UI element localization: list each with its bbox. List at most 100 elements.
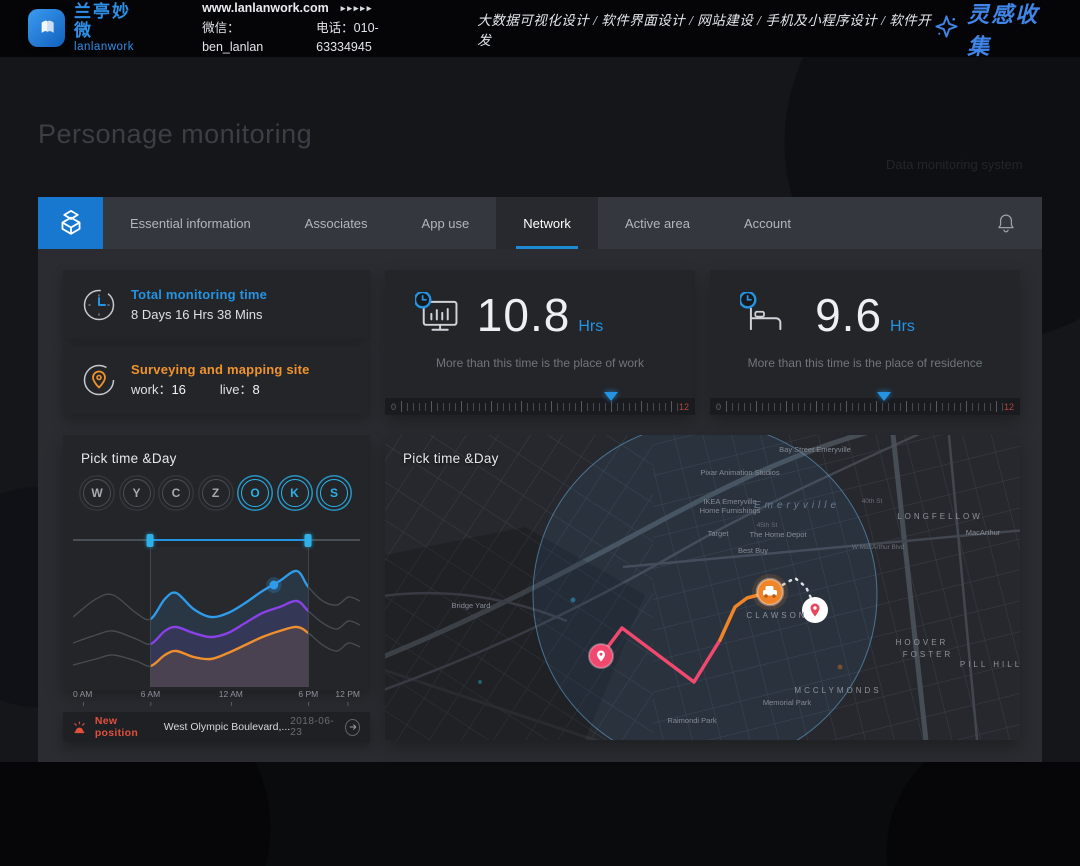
brand[interactable]: 兰亭妙微 lanlanwork [28,3,148,53]
geofence-circle [532,435,878,740]
map-label: IKEA Emeryville [703,497,756,506]
monitoring-title: Total monitoring time [131,287,268,303]
map-label: Best Buy [738,546,768,555]
work-scale: 0 12 [385,398,695,415]
summary-card: Total monitoring time 8 Days 16 Hrs 38 M… [63,270,370,415]
chart-x-axis: 0 AM 6 AM 12 AM 6 PM 12 PM [73,689,360,706]
residence-scale-marker[interactable] [876,392,891,401]
survey-values: work：16 live：8 [131,381,260,397]
workstation-clock-icon [413,290,463,343]
alert-open-button[interactable] [345,718,361,736]
tab-list: Essential information Associates App use Ne… [103,197,818,249]
map-label: MacArthur [966,528,1001,537]
watermark-text: Data monitoring system [886,157,1023,172]
brand-name-en: lanlanwork [74,40,134,53]
chart-point-marker [269,580,279,590]
day-button-s[interactable]: S [320,479,348,507]
x-tick-label: 12 AM [218,689,243,706]
x-tick-label: 12 PM [335,689,360,706]
wave-purple [150,599,309,646]
website-link[interactable]: www.lanlanwork.com [202,1,329,16]
map-label: Pixar Animation Studios [700,468,779,477]
slider-handle-start[interactable] [146,534,154,547]
lanlanwork-logo-icon [28,9,66,48]
scale-min: 0 [716,402,722,412]
alert-label: New position [94,715,139,739]
clock-icon [83,289,115,321]
vehicle-marker[interactable] [752,574,788,610]
day-button-z[interactable]: Z [201,479,230,507]
slider-handle-end[interactable] [304,534,312,547]
scale-min: 0 [391,402,397,412]
brand-name-cn: 兰亭妙微 [74,2,132,41]
tab-associates[interactable]: Associates [304,215,368,231]
map-label: HOOVER [896,638,949,647]
route-walk [599,626,722,684]
chart-title: Pick time &Day [81,451,177,466]
survey-sites-row: Surveying and mapping site work：16 live：8 [63,345,370,415]
residence-hours-card: 9.6 Hrs More than this time is the place … [710,270,1020,415]
residence-scale: 0 12 [710,398,1020,415]
wechat-label: 微信：ben_lanlan [202,20,264,55]
live-count: 8 [252,381,260,397]
work-hours-card: 10.8 Hrs More than this time is the place… [385,270,695,415]
route-map[interactable]: Bay Street Emeryville Pixar Animation Stu… [385,435,1020,740]
map-card: Bay Street Emeryville Pixar Animation Stu… [385,435,1020,740]
day-button-w[interactable]: W [83,479,111,507]
map-label: CLAWSON [746,611,807,620]
tab-active-area[interactable]: Active area [624,215,690,231]
site-header: 兰亭妙微 lanlanwork www.lanlanwork.com ▸▸▸▸▸… [0,0,1080,59]
time-series-chart [73,547,360,687]
bell-icon [998,214,1014,233]
inspiration-collect[interactable]: 灵感收集 [934,0,1060,61]
origin-marker[interactable] [588,643,614,669]
map-label: 40th St [862,498,883,505]
day-button-o[interactable]: O [241,479,269,507]
tab-app-use[interactable]: App use [421,215,470,231]
tab-essential-information[interactable]: Essential information [130,215,251,231]
map-label: Target [708,529,730,538]
arrows-decoration: ▸▸▸▸▸ [340,3,374,14]
destination-marker[interactable] [802,597,828,623]
hours-unit: Hrs [578,318,604,335]
monitoring-value: 8 Days 16 Hrs 38 Mins [131,306,263,322]
alert-date: 2018-06-23 [290,716,335,738]
map-pin-icon [83,364,115,396]
notifications-button[interactable] [996,212,1016,234]
dashboard-stage: Personage monitoring Data monitoring sys… [0,57,1080,762]
residence-hours-caption: More than this time is the place of resi… [747,356,983,370]
new-position-alert[interactable]: New position West Olympic Boulevard,... … [63,712,370,742]
day-button-k[interactable]: K [280,479,309,507]
slider-selected-range[interactable] [150,538,309,541]
work-scale-marker[interactable] [604,392,619,401]
alarm-icon [74,720,85,733]
services-list: 大数据可视化设计 / 软件界面设计 / 网站建设 / 手机及小程序设计 / 软件… [477,12,932,48]
map-major-roads [385,435,1020,740]
route-projected-dotted [768,576,817,609]
map-label: Bridge Yard [452,601,491,610]
tab-network[interactable]: Network [496,197,598,249]
total-monitoring-row: Total monitoring time 8 Days 16 Hrs 38 M… [63,270,370,340]
day-button-y[interactable]: Y [122,479,151,507]
survey-title: Surveying and mapping site [131,362,310,378]
work-hours-value: 10.8 Hrs [476,289,604,341]
tab-bar: Essential information Associates App use Ne… [38,197,1042,249]
work-count: 16 [171,381,186,397]
map-title: Pick time &Day [403,451,499,466]
time-range-slider [73,533,360,547]
wave-blue [150,569,309,621]
contact-block: www.lanlanwork.com ▸▸▸▸▸ 微信：ben_lanlan 电… [202,0,431,58]
map-label: Raimondi Park [667,716,716,725]
tab-account[interactable]: Account [743,215,791,231]
arrow-right-icon [349,724,356,730]
map-label: MCCLYMONDS [794,686,881,695]
wave-orange [150,625,309,668]
day-button-c[interactable]: C [162,479,190,507]
map-label: Bay Street Emeryville [779,445,851,454]
module-logo-button[interactable] [38,197,103,249]
work-hours-caption: More than this time is the place of work [435,356,645,370]
map-label: LONGFELLOW [897,512,983,521]
page-title: Personage monitoring [38,119,313,149]
